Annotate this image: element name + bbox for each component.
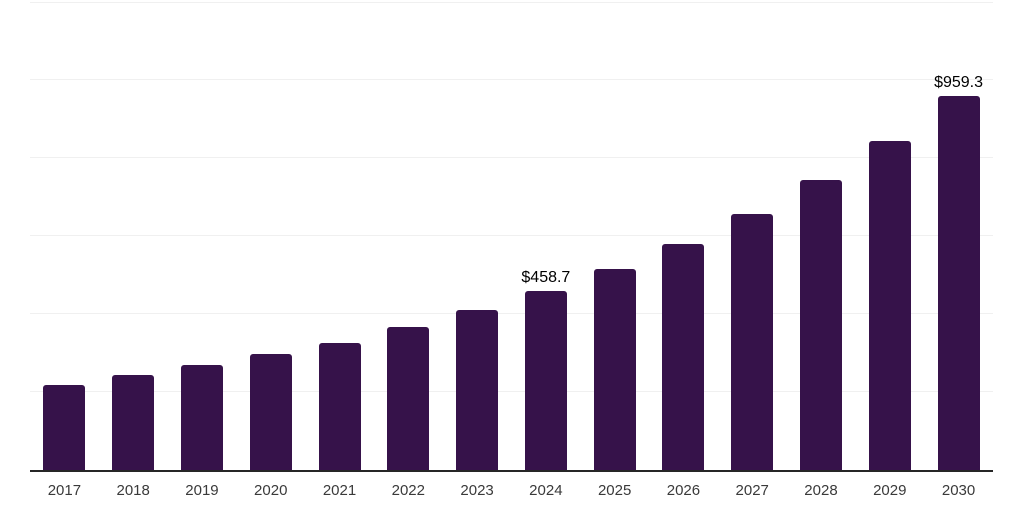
gridline-1000 <box>30 79 993 80</box>
x-tick-2017: 2017 <box>47 482 82 499</box>
x-tick-2022: 2022 <box>391 482 425 499</box>
bar-2029 <box>868 141 911 470</box>
x-tick-2029: 2029 <box>873 482 907 499</box>
bar-slot-2027 <box>718 2 787 470</box>
bar-2019 <box>180 365 223 470</box>
x-tick-2028: 2028 <box>804 482 838 499</box>
bar-slot-2018 <box>99 2 168 470</box>
bar-slot-2023 <box>443 2 512 470</box>
x-tick-2023: 2023 <box>460 482 494 499</box>
bar-2021 <box>318 342 361 470</box>
bar-2030 <box>937 95 980 470</box>
gridline-400 <box>30 313 993 314</box>
gridline-600 <box>30 235 993 236</box>
bar-slot-2026 <box>649 2 718 470</box>
bar-slot-2020 <box>236 2 305 470</box>
bar-slot-2028 <box>787 2 856 470</box>
bars-container: $458.7 $959.3 <box>30 2 993 470</box>
bar-2027 <box>731 214 774 470</box>
bar-2017 <box>43 385 86 470</box>
bar-slot-2030: $959.3 <box>924 2 993 470</box>
bar-slot-2029 <box>855 2 924 470</box>
bar-slot-2017 <box>30 2 99 470</box>
bar-2023 <box>456 310 499 470</box>
bar-2018 <box>112 374 155 470</box>
x-tick-2021: 2021 <box>322 482 357 499</box>
gridline-1200 <box>30 2 993 3</box>
x-tick-2020: 2020 <box>254 482 288 499</box>
x-tick-2027: 2027 <box>735 482 769 499</box>
bar-2025 <box>593 268 636 470</box>
bar-2022 <box>387 326 430 470</box>
bar-2026 <box>662 243 705 470</box>
x-tick-2019: 2019 <box>185 482 219 499</box>
data-label-2030: $959.3 <box>934 73 984 91</box>
plot-area: $458.7 $959.3 <box>30 2 993 472</box>
bar-slot-2024: $458.7 <box>511 2 580 470</box>
x-tick-2024: 2024 <box>529 482 563 499</box>
bar-slot-2021 <box>305 2 374 470</box>
x-tick-2018: 2018 <box>116 482 150 499</box>
gridline-800 <box>30 157 993 158</box>
gridline-200 <box>30 391 993 392</box>
data-label-2024: $458.7 <box>521 269 571 287</box>
bar-slot-2022 <box>374 2 443 470</box>
x-tick-2025: 2025 <box>597 482 632 499</box>
bar-slot-2025 <box>580 2 649 470</box>
bar-2028 <box>799 179 842 470</box>
bar-2020 <box>249 354 292 470</box>
x-axis: 2017 2018 2019 2020 2021 2022 2023 2024 2025 2026… <box>30 481 993 501</box>
bar-2024 <box>524 291 567 470</box>
x-tick-2030: 2030 <box>941 482 976 499</box>
bar-slot-2019 <box>168 2 237 470</box>
x-tick-2026: 2026 <box>666 482 701 499</box>
